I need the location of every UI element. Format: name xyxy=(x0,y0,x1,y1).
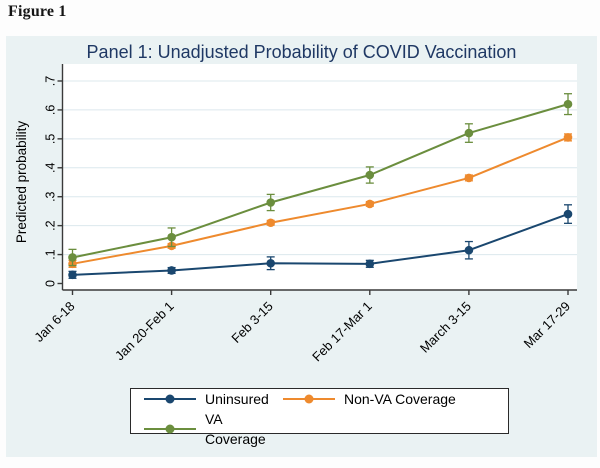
data-point xyxy=(464,128,474,138)
y-tick-label: 0 xyxy=(44,280,58,287)
data-point xyxy=(464,245,474,255)
x-tick-label: Feb 3-15 xyxy=(228,299,275,346)
x-tick-label: Mar 17-29 xyxy=(521,299,574,352)
figure-label: Figure 1 xyxy=(8,3,67,20)
x-tick-label: Feb 17-Mar 1 xyxy=(309,299,375,365)
plot-area xyxy=(62,64,577,290)
y-tick-label: .2 xyxy=(44,220,58,230)
x-tick-label: Jan 20-Feb 1 xyxy=(112,299,177,364)
line-chart: 0 .1 .2 .3 .4 .5 .6 .7 Predicted probability Jan … xyxy=(14,64,577,365)
legend-label: VA Coverage xyxy=(205,411,266,447)
chart-panel: Panel 1: Unadjusted Probability of COVID… xyxy=(6,36,597,457)
series-va-coverage xyxy=(68,93,573,267)
data-point xyxy=(68,253,77,262)
legend-label: Uninsured xyxy=(205,391,269,407)
chart-title: Panel 1: Unadjusted Probability of COVID… xyxy=(86,42,517,62)
data-point xyxy=(266,198,276,207)
data-point xyxy=(365,199,375,209)
series-line xyxy=(72,136,569,265)
data-point xyxy=(167,266,176,275)
y-tick-label: .3 xyxy=(44,191,58,201)
y-tick-label: .4 xyxy=(44,163,58,173)
data-point xyxy=(365,259,375,269)
y-axis-title: Predicted probability xyxy=(14,121,29,244)
series-line xyxy=(72,103,569,259)
series-line xyxy=(72,213,569,276)
data-point xyxy=(563,209,573,219)
y-tick-label: .7 xyxy=(44,76,58,86)
data-point xyxy=(464,173,474,183)
legend: Uninsured Non-VA Coverage VA Coverage xyxy=(130,388,509,447)
non-va-line-swatch-icon xyxy=(283,394,335,404)
legend-item-non-va-coverage: Non-VA Coverage xyxy=(283,389,508,409)
legend-label: Non-VA Coverage xyxy=(344,391,456,407)
y-tick-label: .1 xyxy=(44,249,58,259)
legend-item-uninsured: Uninsured xyxy=(144,389,283,409)
data-point xyxy=(563,99,573,109)
data-point xyxy=(68,270,77,280)
y-tick-label: .6 xyxy=(44,105,58,115)
x-tick-label: Jan 6-18 xyxy=(31,299,77,345)
uninsured-line-swatch-icon xyxy=(144,394,196,404)
series-uninsured xyxy=(68,204,573,280)
data-point xyxy=(365,170,375,180)
data-point xyxy=(563,133,573,142)
y-tick-label: .5 xyxy=(44,134,58,144)
va-line-swatch-icon xyxy=(144,424,196,434)
x-tick-label: March 3-15 xyxy=(417,299,474,356)
data-point xyxy=(266,258,276,268)
data-point xyxy=(167,232,176,242)
data-point xyxy=(266,218,276,228)
legend-item-va-coverage: VA Coverage xyxy=(144,409,283,449)
